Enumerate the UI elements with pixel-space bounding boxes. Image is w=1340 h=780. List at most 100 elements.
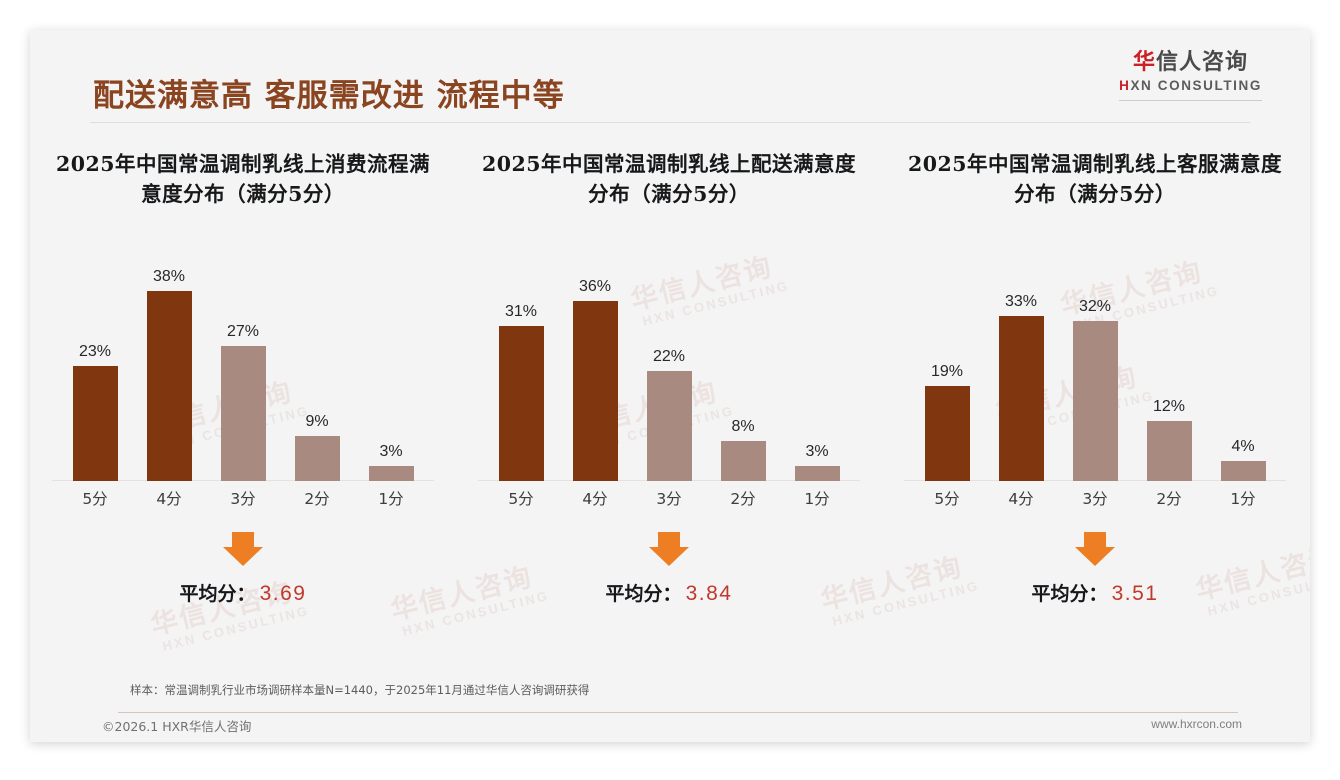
slide-footer: ©2026.1 HXR华信人咨询 www.hxrcon.com bbox=[30, 712, 1310, 742]
bar[interactable] bbox=[572, 301, 618, 482]
x-axis-labels: 5分 4分 3分 2分 1分 bbox=[490, 483, 848, 513]
average-score-value: 3.69 bbox=[259, 582, 307, 606]
x-axis-tick-label: 5分 bbox=[934, 490, 960, 509]
bar-column[interactable]: 4% bbox=[1212, 253, 1274, 482]
logo-en-text: HXN CONSULTING bbox=[1119, 79, 1262, 93]
average-score-value: 3.84 bbox=[685, 582, 733, 606]
arrow-head bbox=[223, 547, 263, 567]
bar-value-label: 9% bbox=[305, 413, 329, 431]
bar-column[interactable]: 31% bbox=[490, 253, 552, 482]
bar[interactable] bbox=[1072, 321, 1118, 482]
x-axis-tick-label: 1分 bbox=[1230, 490, 1256, 509]
header-divider bbox=[90, 122, 1250, 123]
x-axis-tick-label: 4分 bbox=[1008, 490, 1034, 509]
bar-column[interactable]: 3% bbox=[360, 253, 422, 482]
bar[interactable] bbox=[72, 366, 118, 482]
x-axis-tick-label: 2分 bbox=[304, 490, 330, 509]
charts-row: 2025年中国常温调制乳线上消费流程满意度分布（满分5分） 23% 38% 27% 9%… bbox=[30, 150, 1310, 606]
bar[interactable] bbox=[1220, 461, 1266, 482]
bar-value-label: 12% bbox=[1152, 398, 1186, 416]
x-axis-tick-label: 3分 bbox=[1082, 490, 1108, 509]
bar-column[interactable]: 8% bbox=[712, 253, 774, 482]
down-arrow-icon bbox=[1075, 532, 1115, 567]
watermark-en: HXN CONSULTING bbox=[160, 602, 312, 654]
slide-header: 配送满意高 客服需改进 流程中等 华信人咨询 HXN CONSULTING bbox=[30, 30, 1310, 123]
bar-column[interactable]: 9% bbox=[286, 253, 348, 482]
logo-en-red: H bbox=[1119, 78, 1131, 93]
website-url[interactable]: www.hxrcon.com bbox=[1151, 717, 1242, 731]
bar-group: 19% 33% 32% 12% 4% bbox=[916, 253, 1274, 482]
chart-title: 2025年中国常温调制乳线上客服满意度分布（满分5分） bbox=[907, 152, 1283, 206]
bar-group: 23% 38% 27% 9% 3% bbox=[64, 253, 422, 482]
x-axis-tick-label: 2分 bbox=[1156, 490, 1182, 509]
bar-column[interactable]: 27% bbox=[212, 253, 274, 482]
arrow-container bbox=[30, 527, 456, 571]
bar-column[interactable]: 33% bbox=[990, 253, 1052, 482]
bar-value-label: 31% bbox=[504, 303, 538, 321]
bar-column[interactable]: 36% bbox=[564, 253, 626, 482]
bar-column[interactable]: 22% bbox=[638, 253, 700, 482]
bar-column[interactable]: 32% bbox=[1064, 253, 1126, 482]
bar[interactable] bbox=[646, 371, 692, 482]
x-axis-tick-label: 4分 bbox=[582, 490, 608, 509]
arrow-shaft bbox=[1084, 532, 1106, 548]
average-score: 平均分： 3.84 bbox=[456, 579, 882, 606]
bar-value-label: 38% bbox=[152, 268, 186, 286]
chart-panel-3: 2025年中国常温调制乳线上客服满意度分布（满分5分） 19% 33% 32% 12% 4… bbox=[882, 150, 1308, 606]
page-title: 配送满意高 客服需改进 流程中等 bbox=[93, 78, 565, 114]
bar-value-label: 27% bbox=[226, 323, 260, 341]
bar-column[interactable]: 12% bbox=[1138, 253, 1200, 482]
x-axis-tick-label: 1分 bbox=[804, 490, 830, 509]
slide: 华信人咨询 HXN CONSULTING 华信人咨询 HXN CONSULTING 华信… bbox=[30, 30, 1310, 742]
chart-plot-area: 23% 38% 27% 9% 3% 5分 4分 3分 2分 1分 bbox=[30, 253, 456, 513]
x-axis-labels: 5分 4分 3分 2分 1分 bbox=[916, 483, 1274, 513]
arrow-container bbox=[456, 527, 882, 571]
x-axis-tick-label: 5分 bbox=[82, 490, 108, 509]
average-score: 平均分： 3.51 bbox=[882, 579, 1308, 606]
bar[interactable] bbox=[220, 346, 266, 482]
x-axis-tick-label: 3分 bbox=[230, 490, 256, 509]
x-axis-tick-label: 3分 bbox=[656, 490, 682, 509]
x-axis-tick-label: 5分 bbox=[508, 490, 534, 509]
chart-plot-area: 31% 36% 22% 8% 3% 5分 4分 3分 2分 1分 bbox=[456, 253, 882, 513]
bar-column[interactable]: 3% bbox=[786, 253, 848, 482]
bar-value-label: 3% bbox=[379, 443, 403, 461]
bar[interactable] bbox=[794, 466, 840, 482]
arrow-shaft bbox=[232, 532, 254, 548]
bar-value-label: 19% bbox=[930, 363, 964, 381]
arrow-head bbox=[1075, 547, 1115, 567]
bar-value-label: 22% bbox=[652, 348, 686, 366]
chart-panel-2: 2025年中国常温调制乳线上配送满意度分布（满分5分） 31% 36% 22% 8% 3%… bbox=[456, 150, 882, 606]
bar[interactable] bbox=[294, 436, 340, 482]
bar[interactable] bbox=[368, 466, 414, 482]
down-arrow-icon bbox=[649, 532, 689, 567]
chart-title: 2025年中国常温调制乳线上配送满意度分布（满分5分） bbox=[481, 152, 857, 206]
logo-cn-red: 华 bbox=[1133, 50, 1157, 75]
footer-divider bbox=[118, 712, 1238, 713]
average-score-label: 平均分： bbox=[179, 583, 256, 606]
bar-value-label: 23% bbox=[78, 343, 112, 361]
logo-cn-rest: 信人咨询 bbox=[1156, 50, 1249, 75]
bar[interactable] bbox=[720, 441, 766, 482]
bar[interactable] bbox=[146, 291, 192, 482]
bar[interactable] bbox=[498, 326, 544, 482]
company-logo: 华信人咨询 HXN CONSULTING bbox=[1119, 52, 1262, 101]
average-score-label: 平均分： bbox=[1031, 583, 1108, 606]
logo-underline bbox=[1119, 99, 1262, 101]
bar[interactable] bbox=[998, 316, 1044, 482]
bar-value-label: 32% bbox=[1078, 298, 1112, 316]
average-score-value: 3.51 bbox=[1111, 582, 1159, 606]
bar[interactable] bbox=[924, 386, 970, 482]
arrow-shaft bbox=[658, 532, 680, 548]
bar-column[interactable]: 23% bbox=[64, 253, 126, 482]
bar-column[interactable]: 19% bbox=[916, 253, 978, 482]
bar-column[interactable]: 38% bbox=[138, 253, 200, 482]
x-axis-tick-label: 4分 bbox=[156, 490, 182, 509]
source-footnote: 样本：常温调制乳行业市场调研样本量N=1440，于2025年11月通过华信人咨询… bbox=[130, 683, 590, 697]
x-axis-tick-label: 1分 bbox=[378, 490, 404, 509]
average-score-label: 平均分： bbox=[605, 583, 682, 606]
copyright-text: ©2026.1 HXR华信人咨询 bbox=[102, 719, 252, 734]
bar[interactable] bbox=[1146, 421, 1192, 482]
arrow-container bbox=[882, 527, 1308, 571]
average-score: 平均分： 3.69 bbox=[30, 579, 456, 606]
